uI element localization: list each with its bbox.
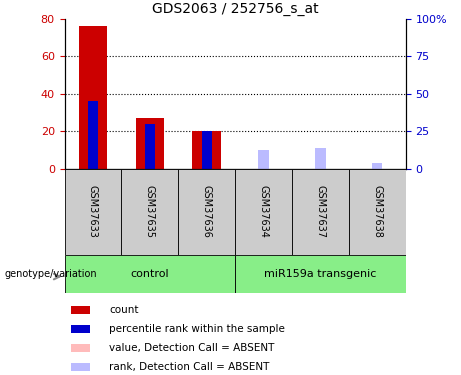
Text: GSM37636: GSM37636 xyxy=(201,186,212,238)
Text: GSM37633: GSM37633 xyxy=(88,186,98,238)
Bar xyxy=(349,169,406,255)
Text: count: count xyxy=(109,305,138,315)
Bar xyxy=(193,131,221,169)
Bar xyxy=(292,169,349,255)
Bar xyxy=(71,326,90,333)
Bar xyxy=(235,169,292,255)
Bar xyxy=(315,159,325,169)
Text: genotype/variation: genotype/variation xyxy=(5,269,97,279)
Text: rank, Detection Call = ABSENT: rank, Detection Call = ABSENT xyxy=(109,362,269,372)
Bar xyxy=(178,169,235,255)
Text: control: control xyxy=(130,269,169,279)
Bar xyxy=(315,148,325,169)
Bar xyxy=(121,169,178,255)
Bar xyxy=(79,26,107,169)
Text: GSM37635: GSM37635 xyxy=(145,185,155,238)
Bar xyxy=(88,101,98,169)
Bar xyxy=(71,306,90,314)
Text: GSM37637: GSM37637 xyxy=(315,185,325,238)
Text: miR159a transgenic: miR159a transgenic xyxy=(264,269,377,279)
Text: value, Detection Call = ABSENT: value, Detection Call = ABSENT xyxy=(109,343,274,353)
Bar xyxy=(235,255,406,292)
Bar xyxy=(201,131,212,169)
Bar xyxy=(372,163,382,169)
Text: GSM37638: GSM37638 xyxy=(372,186,382,238)
Bar xyxy=(259,150,269,169)
Bar xyxy=(71,344,90,352)
Text: GSM37634: GSM37634 xyxy=(259,186,269,238)
Bar xyxy=(145,124,155,169)
Bar xyxy=(65,255,235,292)
Bar xyxy=(259,163,269,169)
Title: GDS2063 / 252756_s_at: GDS2063 / 252756_s_at xyxy=(152,2,319,16)
Text: percentile rank within the sample: percentile rank within the sample xyxy=(109,324,285,334)
Bar xyxy=(71,363,90,371)
Bar xyxy=(65,169,121,255)
Bar xyxy=(136,118,164,169)
